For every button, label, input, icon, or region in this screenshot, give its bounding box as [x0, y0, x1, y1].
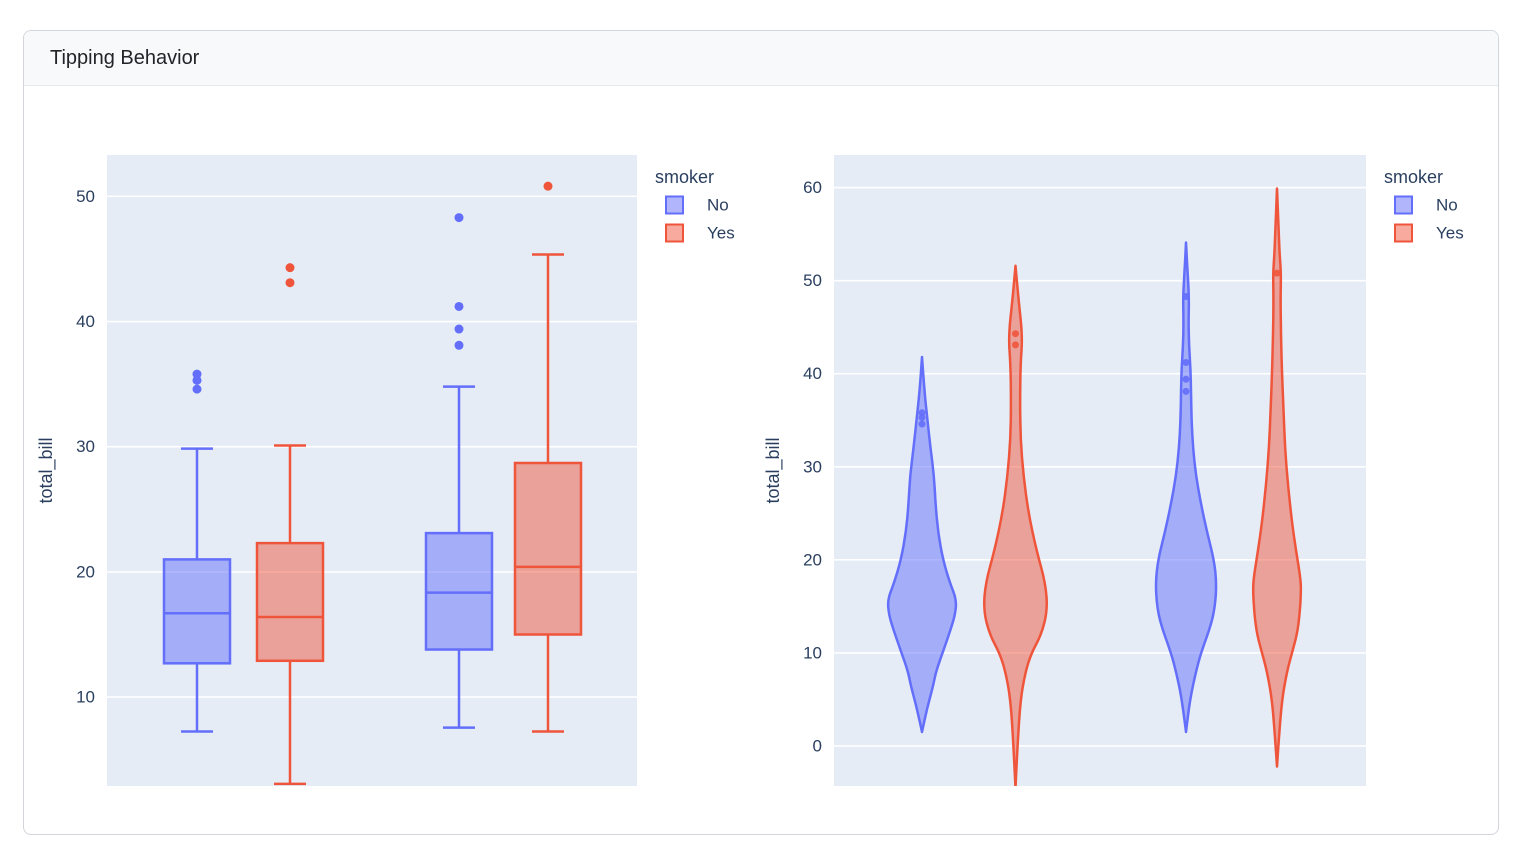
outlier-point[interactable] [454, 324, 464, 334]
outlier-point[interactable] [454, 213, 464, 223]
legend-label: Yes [1436, 224, 1464, 243]
figures-canvas: 10 20 30 40 50 total_bill smoker No Yes 0 10 20 30 40… [36, 155, 1464, 788]
legend-swatch [665, 195, 684, 215]
traces [162, 181, 583, 786]
violin-point[interactable] [1273, 269, 1281, 277]
box-no-group1[interactable] [162, 369, 232, 733]
legend-label: No [707, 196, 729, 215]
legend-item-yes[interactable]: Yes [665, 223, 735, 243]
violin-point[interactable] [1182, 387, 1190, 395]
violin-point[interactable] [1182, 292, 1190, 300]
violin-point[interactable] [1182, 359, 1190, 367]
y-tick-label: 50 [76, 187, 95, 206]
legend-item-yes[interactable]: Yes [1394, 223, 1464, 243]
outlier-point[interactable] [192, 375, 202, 385]
y-tick-label: 50 [803, 271, 822, 290]
violin-no-group2[interactable] [1154, 241, 1218, 734]
iqr-box [513, 461, 583, 636]
y-axis-title: total_bill [763, 437, 784, 503]
card-body: 10 20 30 40 50 total_bill smoker No Yes 0 10 20 30 40… [24, 86, 1498, 834]
outlier-point[interactable] [454, 340, 464, 350]
y-axis-title: total_bill [36, 437, 57, 503]
violin-no-group1[interactable] [886, 355, 958, 734]
y-tick-label: 10 [76, 688, 95, 707]
legend-label: Yes [707, 224, 735, 243]
outlier-point[interactable] [192, 384, 202, 394]
y-tick-label: 20 [803, 550, 822, 569]
violin-shape [1251, 187, 1303, 768]
legend-swatch [1394, 223, 1413, 243]
y-axis: 10 20 30 40 50 [76, 187, 637, 707]
box-yes-group1[interactable] [255, 263, 325, 786]
legend-title: smoker [1384, 167, 1443, 187]
violin-point[interactable] [1012, 330, 1019, 338]
box-figure: 10 20 30 40 50 total_bill smoker No Yes [36, 155, 735, 786]
y-tick-label: 10 [803, 643, 822, 662]
violin-figure: 0 10 20 30 40 50 60 total_bill smoker No Yes [763, 155, 1464, 788]
outlier-point[interactable] [285, 263, 295, 273]
violin-point[interactable] [1182, 375, 1190, 383]
y-tick-label: 30 [76, 437, 95, 456]
iqr-box [162, 558, 232, 665]
iqr-box [424, 531, 494, 651]
y-tick-label: 30 [803, 457, 822, 476]
outlier-point[interactable] [192, 369, 202, 379]
outlier-point[interactable] [454, 301, 464, 311]
outlier-point[interactable] [285, 278, 295, 288]
legend: smoker No Yes [655, 167, 735, 243]
y-tick-label: 20 [76, 562, 95, 581]
legend-label: No [1436, 196, 1458, 215]
legend-item-no[interactable]: No [665, 195, 729, 215]
violin-shape [983, 264, 1048, 786]
violin-shape [1154, 241, 1218, 734]
outlier-point[interactable] [543, 181, 553, 191]
violin-point[interactable] [918, 420, 926, 428]
violin-point[interactable] [1012, 341, 1019, 349]
violin-yes-group1[interactable] [983, 264, 1048, 788]
y-tick-label: 60 [803, 178, 822, 197]
card-title: Tipping Behavior [50, 46, 200, 69]
y-tick-label: 40 [803, 364, 822, 383]
violin-point[interactable] [918, 409, 926, 417]
legend-item-no[interactable]: No [1394, 195, 1458, 215]
y-tick-label: 0 [813, 736, 822, 755]
y-tick-label: 40 [76, 312, 95, 331]
traces [886, 187, 1303, 788]
chart-card: Tipping Behavior 10 20 30 40 50 total_bill smo… [23, 30, 1499, 835]
violin-shape [886, 355, 958, 734]
card-header: Tipping Behavior [24, 31, 1498, 86]
legend-swatch [665, 223, 684, 243]
iqr-box [255, 541, 325, 663]
box-yes-group2[interactable] [513, 181, 583, 733]
box-no-group2[interactable] [424, 213, 494, 729]
legend-swatch [1394, 195, 1413, 215]
legend: smoker No Yes [1384, 167, 1464, 243]
legend-title: smoker [655, 167, 714, 187]
violin-yes-group2[interactable] [1251, 187, 1303, 768]
